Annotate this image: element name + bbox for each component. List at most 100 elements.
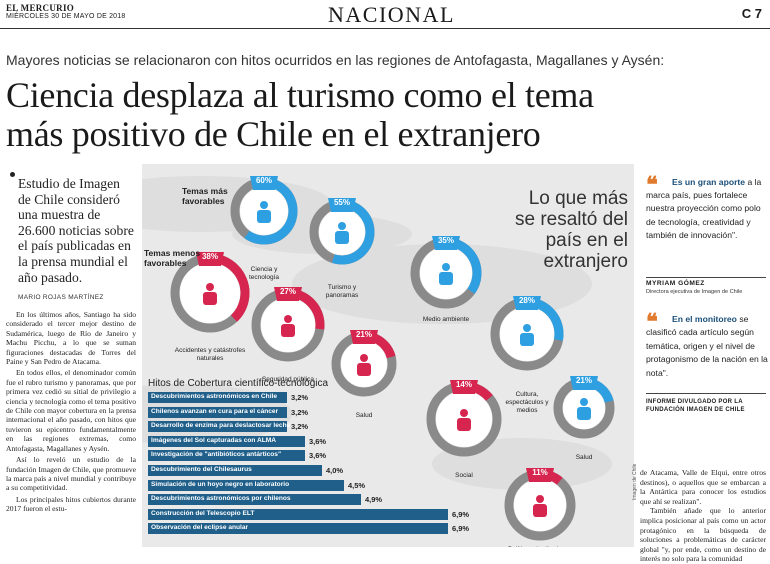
topic-percentage: 28% [518,296,535,305]
hitos-title: Hitos de Cobertura científico-tecnológic… [148,378,329,389]
hito-value: 6,9% [452,509,470,519]
hito-row: Desarrollo de enzima para deslactosar le… [148,421,317,433]
article-body-left: En los últimos años, Santiago ha sido co… [6,310,136,516]
infographic-title: Lo que más se resaltó del país en el ext… [480,188,628,272]
topic-label: Ciencia y tecnología [249,266,279,281]
hito-row: Descubrimientos astronómicos por chileno… [148,494,391,506]
hito-value: 4,9% [365,495,383,505]
hito-row: Chilenos avanzan en cura para el cáncer 3… [148,406,317,418]
article-kicker: Mayores noticias se relacionaron con hit… [6,52,665,68]
title-line: Lo que más [528,188,628,209]
hito-name: Simulación de un hoyo negro en laborator… [151,480,290,488]
topic-label: Seguridad pública [261,376,315,383]
topic-pct-tab [328,198,356,212]
topic-label: Cultura, espectáculos y medios [505,391,549,414]
masthead: EL MERCURIO MIÉRCOLES 30 DE MAYO DE 2018… [0,0,770,29]
hito-name: Descubrimientos astronómicos por chileno… [151,495,291,503]
hito-name: Construcción del Telescopio ELT [151,509,255,517]
hito-bar [148,450,305,462]
topic-label: Medio ambiente [422,316,470,323]
topic-label: Turismo y panoramas [325,284,359,299]
hito-value: 6,9% [452,524,470,534]
topic-pictogram-icon [439,263,453,285]
topic-pct-tab [250,176,278,190]
topic-percentage: 11% [532,468,548,477]
bullet-icon [10,172,15,177]
hito-bar [148,523,448,535]
hito-row: Simulación de un hoyo negro en laborator… [148,479,374,491]
byline: MARIO ROJAS MARTÍNEZ [18,294,104,301]
quote-1-lead: Es un gran aporte [672,177,746,187]
section-title: NACIONAL [328,2,455,27]
hito-bar [148,465,322,476]
hito-row: Imágenes del Sol capturadas con ALMA 3,6% [148,435,335,447]
hito-bar [148,494,361,506]
body-paragraph: También añade que lo anterior implica po… [640,506,766,564]
quote-1: Es un gran aporte a la marca país, pues … [646,176,768,242]
title-line: país en el [545,230,628,251]
topic-pct-tab [526,468,554,482]
topic-pictogram-icon [281,315,295,337]
body-paragraph: En todos ellos, el denominador común fue… [6,368,136,453]
issue-date: MIÉRCOLES 30 DE MAYO DE 2018 [6,13,126,20]
topic-pct-tab [450,380,478,394]
favorable-label: Temas más favorables [182,186,228,206]
hito-name: Observación del eclipse anular [151,524,249,532]
hito-value: 4,0% [326,466,344,475]
topic-percentage: 14% [455,380,472,389]
topic-percentage: 27% [279,287,296,296]
quote-mark-icon: ❝ [646,309,658,335]
topic-pct-tab [274,287,302,301]
quote-2-lead: En el monitoreo [672,314,737,324]
report-note: INFORME DIVULGADO POR LA FUNDACIÓN IMAGE… [646,399,745,413]
hito-value: 4,5% [348,480,366,490]
topic-label: Accidentes y catástrofes naturales [174,347,246,362]
unfavorable-label: Temas menos favorables [144,248,201,268]
hito-row: Construcción del Telescopio ELT 6,9% [148,508,478,520]
quote-author: MYRIAM GÓMEZ [646,280,705,287]
topic-percentage: 21% [575,376,592,385]
topic-ring-value [331,199,375,265]
topic-pictogram-icon [357,354,371,376]
topic-pictogram-icon [533,495,547,517]
topic-label: Salud [575,454,593,461]
hito-name: Imágenes del Sol capturadas con ALMA [151,436,277,444]
hito-row: Observación del eclipse anular 6,9% [148,523,478,535]
hito-value: 3,6% [309,451,327,461]
topic-percentage: 60% [255,176,272,185]
divider [646,277,766,278]
article-headline: Ciencia desplaza al turismo como el tema… [6,76,766,154]
headline-line-2: más positivo de Chile en el extranjero [6,114,541,154]
hito-value: 3,2% [291,422,309,432]
hito-name: Investigación de "antibióticos antártico… [151,451,282,459]
topic-pictogram-icon [203,283,217,305]
quote-mark-icon: ❝ [646,172,658,198]
hito-name: Descubrimientos astronómicos en Chile [151,393,278,400]
body-paragraph: de Atacama, Valle de Elqui, entre otros … [640,468,766,506]
hito-bar [148,392,287,403]
body-paragraph: Así lo reveló un estudio de la fundación… [6,455,136,493]
hito-bar [148,479,344,491]
topic-pct-tab [570,376,598,390]
topic-percentage: 21% [355,330,372,339]
quote-2-text: se clasificó cada artículo según temátic… [646,314,768,378]
infographic: Lo que más se resaltó del país en el ext… [142,164,634,547]
hito-row: Descubrimientos astronómicos en Chile 3,2… [148,392,317,403]
hito-row: Descubrimiento del Chilesaurus 4,0% [148,465,352,476]
topic-pictogram-icon [577,398,591,420]
topic-pct-tab [196,252,224,266]
hito-name: Desarrollo de enzima para deslactosar le… [151,422,291,430]
hito-row: Investigación de "antibióticos antártico… [148,450,335,462]
body-paragraph: En los últimos años, Santiago ha sido co… [6,310,136,367]
topic-pictogram-icon [335,222,349,244]
hito-bar [148,421,287,433]
article-body-right: de Atacama, Valle de Elqui, entre otros … [640,468,766,564]
hito-name: Descubrimiento del Chilesaurus [151,466,252,473]
hito-value: 3,2% [291,407,309,417]
topic-pictogram-icon [457,409,471,431]
quote-2: En el monitoreo se clasificó cada artícu… [646,313,768,380]
topic-label: Social [455,472,473,479]
topic-percentage: 55% [333,198,350,207]
headline-line-1: Ciencia desplaza al turismo como el tema [6,75,594,115]
topic-pct-tab [513,296,541,310]
